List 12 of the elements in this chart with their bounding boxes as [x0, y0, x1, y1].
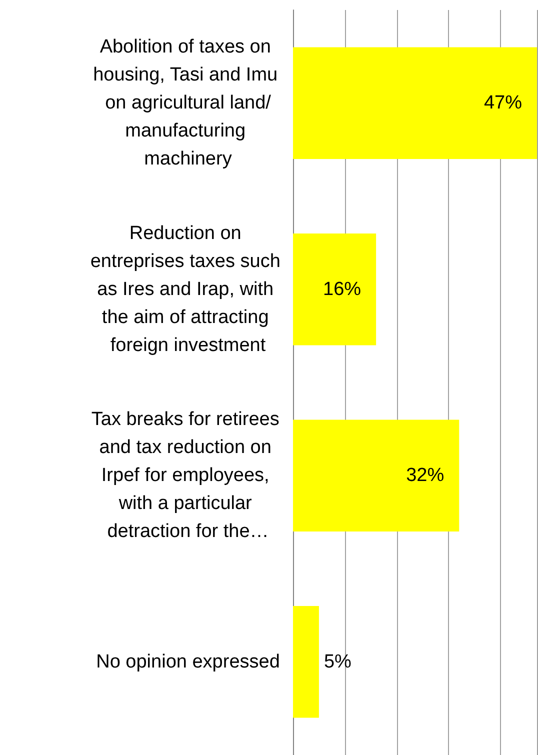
y-tick-label: Abolition of taxes on housing, Tasi and Imu on agricultural land/manufacturing machinery: [93, 36, 283, 170]
bar: [293, 606, 319, 718]
y-tick-label: Reduction on entreprises taxes such as Ires and Irap, with the aim of attracting foreign investment: [90, 222, 286, 356]
bar: [293, 420, 460, 532]
data-label: 47%: [484, 92, 522, 114]
bar: [293, 234, 376, 346]
data-label: 32%: [406, 465, 444, 486]
data-label: 5%: [324, 651, 352, 672]
y-tick-label: Tax breaks for retirees and tax reduction on Irpef for employees, with a particular detraction for the…: [91, 409, 285, 542]
data-label: 16%: [323, 278, 362, 300]
bar: [293, 47, 537, 159]
y-tick-label: No opinion expressed: [96, 651, 280, 672]
